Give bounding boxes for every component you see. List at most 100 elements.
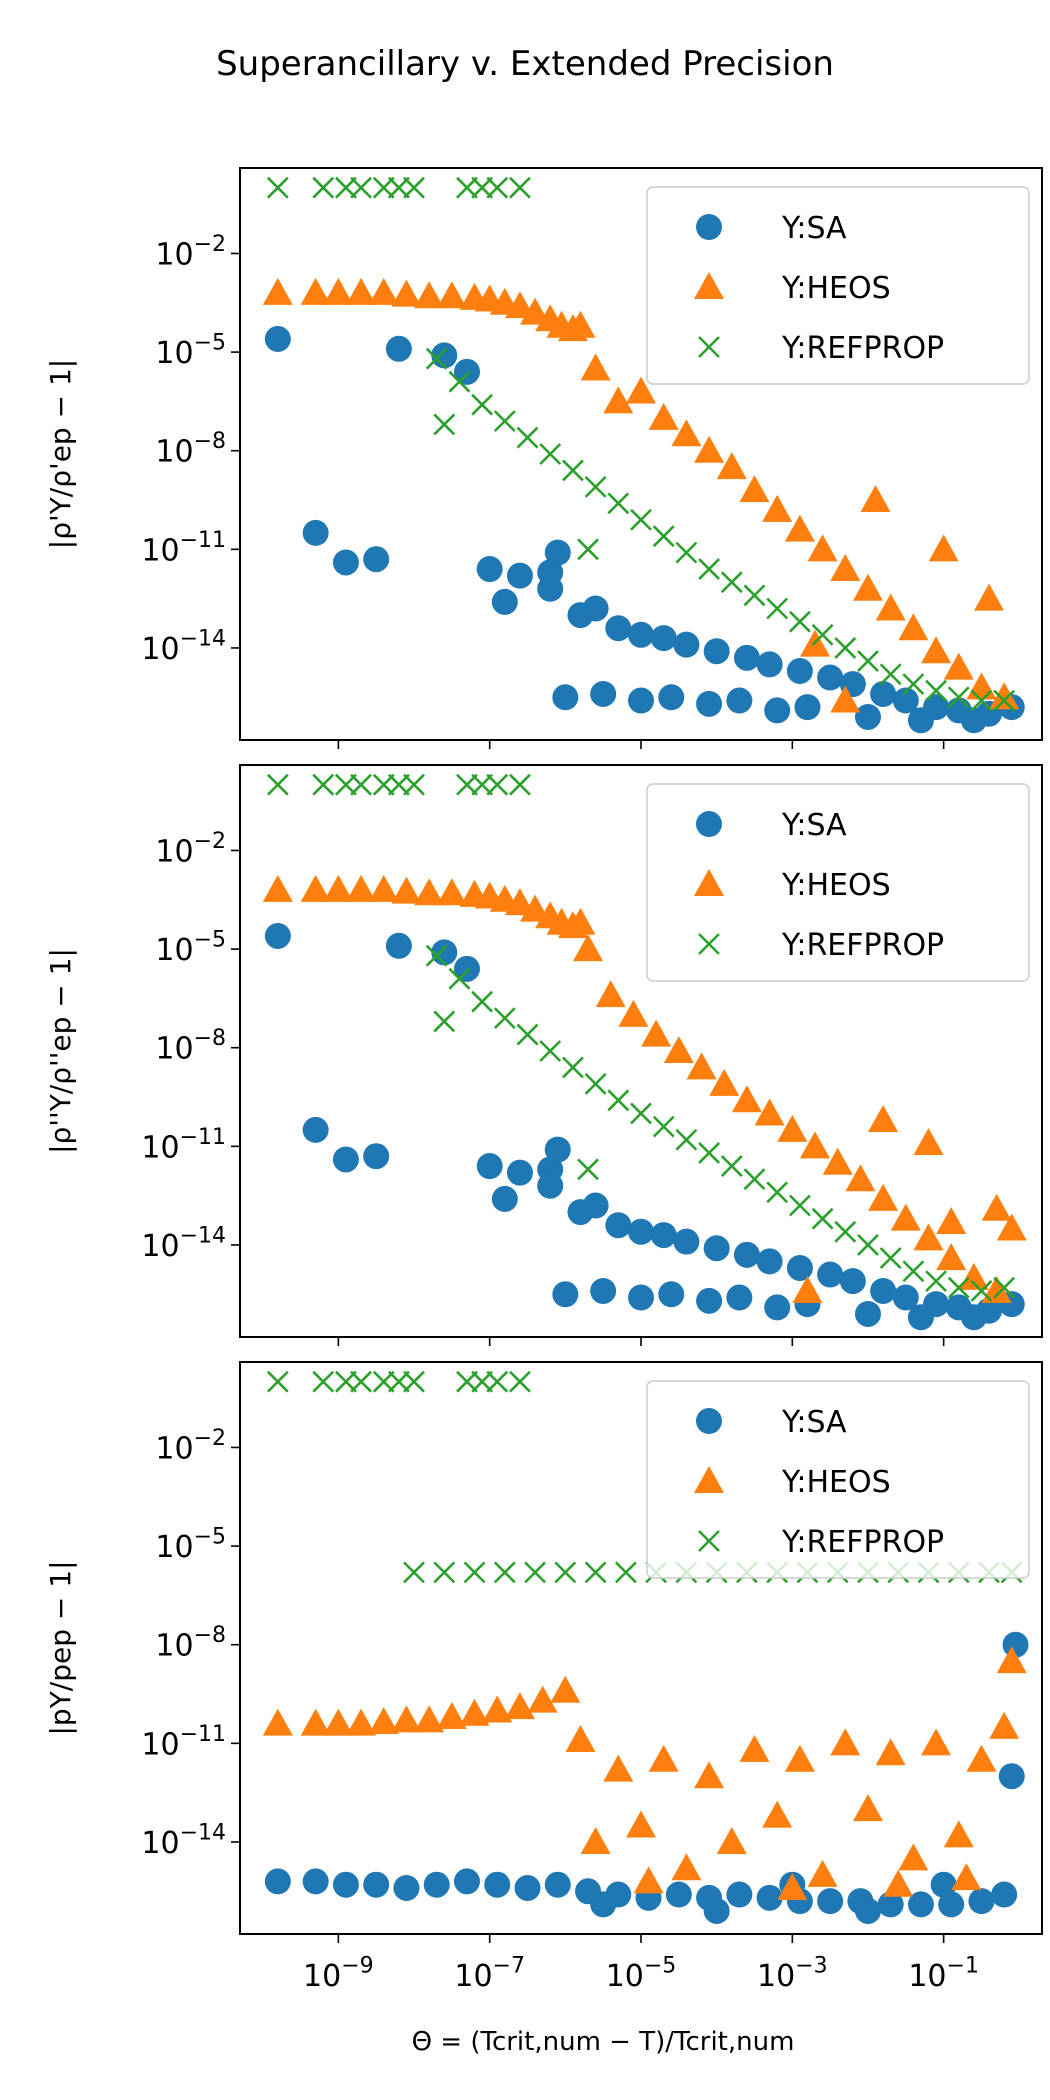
y-heos-point (792, 1275, 823, 1303)
y-sa-point (453, 955, 480, 982)
y-heos-point (436, 878, 467, 906)
y-refprop-point (350, 773, 372, 796)
y-heos-point (989, 682, 1020, 710)
y-sa-point (756, 1248, 783, 1275)
y-refprop-point (524, 1561, 546, 1584)
y-refprop-point (630, 508, 652, 531)
y-sa-point (484, 1871, 511, 1898)
y-heos-point (573, 934, 604, 962)
y-heos-point (527, 1685, 558, 1713)
y-sa-point (673, 631, 700, 658)
y-refprop-point (471, 990, 494, 1013)
y-heos-point (504, 1692, 535, 1720)
y-heos-point (852, 573, 883, 601)
y-refprop-point (425, 944, 448, 967)
y-refprop-point (561, 459, 584, 482)
x-axis-label: Θ = (Tcrit,num − T)/Tcrit,num (412, 2027, 795, 2057)
y-sa-point (930, 1871, 957, 1898)
y-refprop-point (925, 1270, 947, 1293)
y-refprop-point (403, 1561, 425, 1584)
y-heos-point (777, 1114, 808, 1142)
y-heos-point (671, 1853, 702, 1881)
y-sa-point (590, 680, 617, 707)
y-sa-point (786, 1254, 813, 1281)
y-heos-point (981, 1275, 1012, 1303)
legend-marker (694, 272, 724, 299)
y-heos-point (943, 1820, 974, 1848)
y-heos-point (951, 1863, 982, 1891)
y-refprop-point (433, 413, 456, 436)
x-tick-label: 10−5 (606, 1954, 677, 1995)
legend-label: Y:SA (781, 808, 847, 843)
y-sa-point (552, 1281, 579, 1308)
y-refprop-point (312, 176, 335, 199)
y-heos-point (936, 1243, 967, 1271)
plot-area (262, 1370, 1029, 1924)
y-sa-point (476, 556, 503, 583)
y-refprop-point (266, 1370, 289, 1393)
y-sa-point (552, 684, 579, 711)
y-sa-point (756, 1884, 783, 1911)
y-heos-point (686, 1052, 717, 1080)
y-sa-point (393, 1874, 420, 1901)
y-sa-point (544, 1871, 571, 1898)
y-tick-label: 10−14 (141, 1820, 226, 1861)
y-heos-point (323, 277, 354, 305)
y-heos-point (928, 534, 959, 562)
legend-label: Y:HEOS (781, 1465, 891, 1500)
y-refprop-point (857, 650, 879, 673)
y-heos-point (807, 1859, 838, 1887)
y-heos-point (671, 419, 702, 447)
y-refprop-point (720, 571, 743, 594)
y-sa-point (854, 703, 881, 730)
legend-marker (694, 1466, 724, 1493)
y-tick-label: 10−11 (141, 1125, 226, 1166)
y-refprop-point (516, 1023, 539, 1046)
y-refprop-point (554, 1561, 577, 1584)
legend-marker (696, 1408, 722, 1434)
y-heos-point (550, 1675, 581, 1703)
y-heos-point (943, 652, 974, 680)
legend-box (646, 186, 1030, 385)
y-sa-point (665, 1881, 692, 1908)
y-refprop-point (350, 176, 372, 199)
y-sa-point (877, 1891, 904, 1918)
y-sa-point (514, 1874, 541, 1901)
y-heos-point (482, 1695, 513, 1723)
y-sa-point (363, 1871, 390, 1898)
y-sa-point (650, 1222, 677, 1249)
y-sa-point (696, 1287, 723, 1314)
y-tick-label: 10−2 (155, 232, 226, 273)
y-refprop-point (675, 1128, 698, 1151)
y-refprop-point (947, 1276, 970, 1299)
y-heos-point (346, 1708, 377, 1736)
y-refprop-point (425, 347, 448, 370)
y-refprop-point (486, 773, 509, 796)
y-sa-point (537, 575, 564, 602)
y-refprop-point (312, 1370, 335, 1393)
y-refprop-point (607, 1089, 630, 1112)
y-sa-point (733, 1241, 760, 1268)
y-sa-point (817, 664, 844, 691)
y-refprop-point (743, 584, 766, 607)
panel-middle: 10−2 10−5 10−8 10−11 10−14 |ρ''Y/ρ''ep − 1| Y:… (44, 764, 1043, 1346)
y-refprop-point (266, 773, 289, 796)
y-heos-point (565, 310, 596, 338)
y-sa-point (332, 549, 359, 576)
y-heos-point (520, 297, 551, 325)
y-refprop-point (584, 1561, 607, 1584)
y-refprop-point (584, 475, 607, 498)
y-sa-point (892, 1284, 919, 1311)
y-sa-point (726, 687, 753, 714)
y-heos-point (391, 876, 422, 904)
y-sa-point (703, 1235, 730, 1262)
y-refprop-point (834, 637, 857, 659)
y-sa-point (385, 335, 412, 362)
y-heos-point (762, 494, 793, 522)
plot-area (262, 176, 1025, 734)
y-tick-label: 10−5 (155, 1525, 226, 1566)
y-heos-point (921, 1728, 952, 1756)
y-heos-point (414, 281, 445, 309)
y-heos-point (414, 878, 445, 906)
